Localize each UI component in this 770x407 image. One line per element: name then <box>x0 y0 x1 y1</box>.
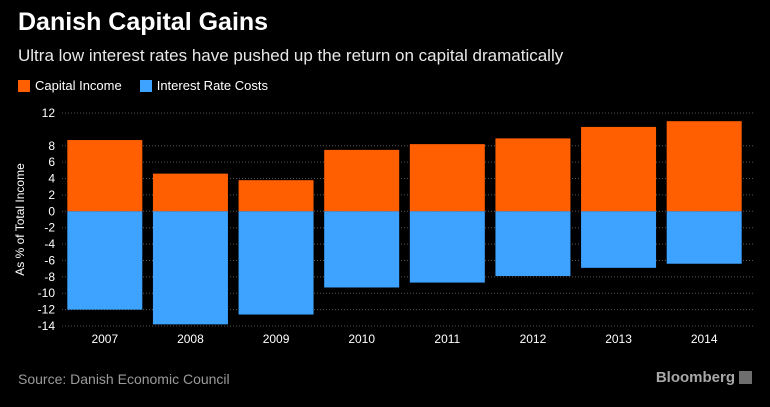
bar-capital-income <box>666 121 742 212</box>
bar-capital-income <box>495 138 571 212</box>
x-tick-label: 2013 <box>605 332 632 346</box>
bar-capital-income <box>324 149 400 212</box>
bar-capital-income <box>67 140 143 212</box>
y-tick-label: 2 <box>48 188 55 202</box>
bar-capital-income <box>238 180 314 212</box>
chart-subtitle: Ultra low interest rates have pushed up … <box>18 46 564 65</box>
y-tick-label: 4 <box>48 172 55 186</box>
bar-interest-rate-costs <box>238 211 314 315</box>
y-tick-label: -4 <box>44 237 55 251</box>
x-tick-label: 2012 <box>520 332 547 346</box>
chart-title: Danish Capital Gains <box>18 8 269 36</box>
legend-label-interest-rate-costs: Interest Rate Costs <box>156 78 268 93</box>
bloomberg-icon <box>739 371 752 384</box>
x-tick-label: 2008 <box>177 332 204 346</box>
bar-interest-rate-costs <box>581 211 657 268</box>
y-tick-label: -6 <box>44 253 55 267</box>
bar-interest-rate-costs <box>409 211 485 283</box>
source-note: Source: Danish Economic Council <box>18 371 230 387</box>
x-tick-label: 2011 <box>434 332 460 346</box>
bar-interest-rate-costs <box>67 211 143 310</box>
legend: Capital Income Interest Rate Costs <box>18 78 268 93</box>
bar-capital-income <box>581 126 657 212</box>
y-tick-label: -8 <box>44 270 55 284</box>
bar-interest-rate-costs <box>324 211 400 288</box>
y-tick-label: -12 <box>38 303 56 317</box>
legend-item-capital-income: Capital Income <box>18 78 122 93</box>
bar-capital-income <box>409 144 485 212</box>
x-tick-label: 2009 <box>263 332 290 346</box>
legend-label-capital-income: Capital Income <box>35 78 122 93</box>
brand-name: Bloomberg <box>655 369 735 386</box>
y-tick-label: 6 <box>48 155 55 169</box>
x-tick-label: 2010 <box>348 332 375 346</box>
y-tick-label: 8 <box>48 139 55 153</box>
legend-item-interest-rate-costs: Interest Rate Costs <box>139 78 268 93</box>
bar-interest-rate-costs <box>152 211 228 325</box>
y-tick-label: -14 <box>38 319 56 333</box>
legend-swatch-capital-income <box>18 79 30 92</box>
y-axis-label: As % of Total Income <box>13 163 27 276</box>
brand-logo: Bloomberg <box>656 369 752 386</box>
x-tick-label: 2014 <box>691 332 718 346</box>
bar-capital-income <box>152 173 228 212</box>
legend-swatch-interest-rate-costs <box>139 79 152 92</box>
y-tick-label: -2 <box>44 221 55 235</box>
y-tick-label: 0 <box>48 204 55 218</box>
y-tick-label: 12 <box>42 106 56 120</box>
x-tick-label: 2007 <box>91 332 118 346</box>
bar-interest-rate-costs <box>666 211 742 264</box>
y-tick-label: -10 <box>38 286 56 300</box>
bar-interest-rate-costs <box>495 211 571 277</box>
